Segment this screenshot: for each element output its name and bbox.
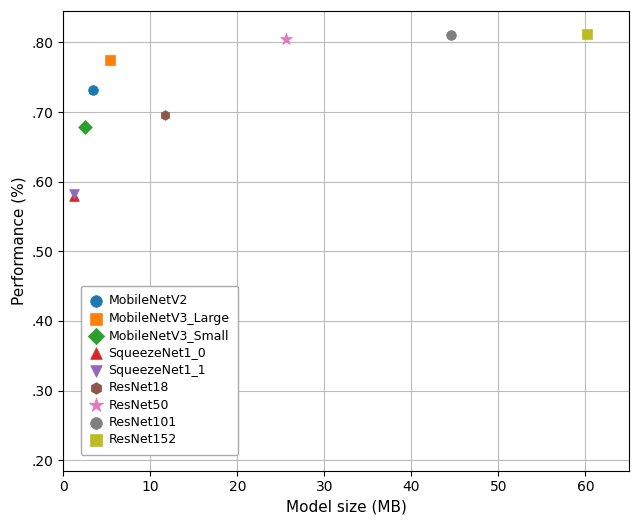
ResNet152 xyxy=(582,30,592,38)
ResNet18 xyxy=(160,110,170,119)
MobileNetV3_Large xyxy=(105,56,115,64)
MobileNetV3_Small xyxy=(80,123,90,131)
SqueezeNet1_1 xyxy=(69,189,79,198)
Y-axis label: Performance (%): Performance (%) xyxy=(11,177,26,305)
MobileNetV2 xyxy=(88,86,98,95)
SqueezeNet1_0 xyxy=(69,192,79,200)
ResNet50 xyxy=(281,35,291,43)
Legend: MobileNetV2, MobileNetV3_Large, MobileNetV3_Small, SqueezeNet1_0, SqueezeNet1_1,: MobileNetV2, MobileNetV3_Large, MobileNe… xyxy=(81,286,238,455)
X-axis label: Model size (MB): Model size (MB) xyxy=(285,500,406,515)
ResNet101 xyxy=(446,31,456,39)
